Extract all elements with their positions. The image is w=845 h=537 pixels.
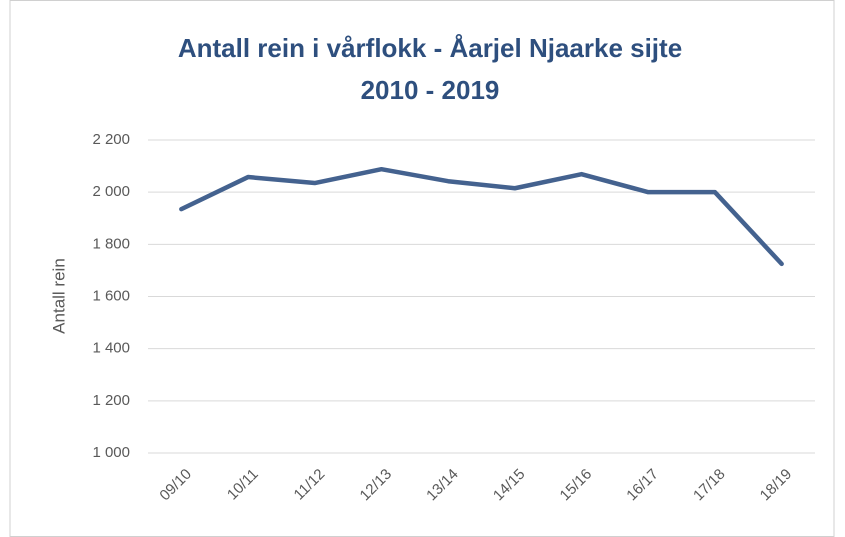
y-axis-label: Antall rein (49, 258, 68, 334)
y-tick-label: 1 600 (92, 287, 130, 304)
y-tick-label: 1 800 (92, 235, 130, 252)
chart-border (9, 0, 835, 537)
y-tick-label: 2 200 (92, 131, 130, 148)
chart-title: 2010 - 2019 (361, 75, 500, 105)
y-tick-label: 2 000 (92, 183, 130, 200)
data-line (179, 166, 784, 267)
y-tick-label: 1 000 (92, 444, 130, 461)
y-tick-label: 1 200 (92, 392, 130, 409)
chart-title: Antall rein i vårflokk - Åarjel Njaarke … (178, 33, 682, 63)
y-tick-label: 1 400 (92, 340, 130, 357)
